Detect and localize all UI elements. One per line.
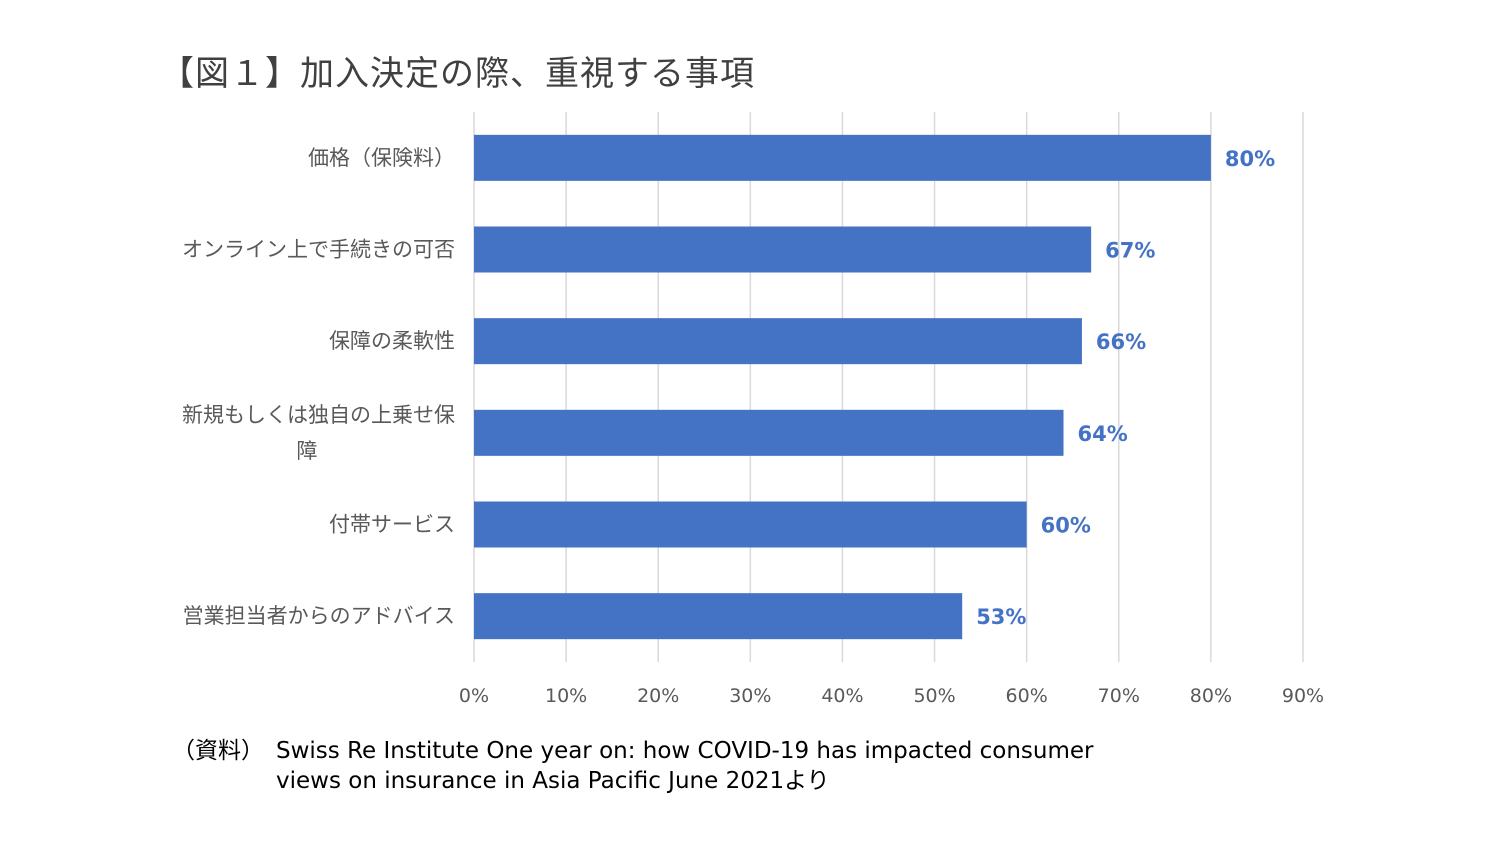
bars xyxy=(474,134,1211,640)
source-text: Swiss Re Institute One year on: how COVI… xyxy=(276,738,1094,794)
bar xyxy=(474,226,1092,273)
data-label: 53% xyxy=(976,605,1026,629)
category-label: オンライン上で手続きの可否 xyxy=(182,238,455,262)
category-label: 付帯サービス xyxy=(329,513,455,537)
bar xyxy=(474,134,1211,181)
x-tick-label: 10% xyxy=(545,685,587,707)
x-tick-label: 60% xyxy=(1006,685,1048,707)
bar xyxy=(474,593,963,640)
data-label: 67% xyxy=(1105,239,1155,263)
bar xyxy=(474,409,1064,456)
data-label: 64% xyxy=(1078,422,1128,446)
chart-title: 【図１】加入決定の際、重視する事項 xyxy=(160,54,755,94)
x-tick-label: 50% xyxy=(913,685,955,707)
category-label: 営業担当者からのアドバイス xyxy=(183,604,455,628)
category-label: 価格（保険料） xyxy=(308,146,455,170)
x-tick-label: 20% xyxy=(637,685,679,707)
x-tick-label: 90% xyxy=(1282,685,1324,707)
x-tick-labels: 0% 10% 20% 30% 40% 50% 60% 70% 80% 90% xyxy=(459,685,1324,707)
data-label: 60% xyxy=(1041,514,1091,538)
x-tick-label: 40% xyxy=(821,685,863,707)
category-label: 障 xyxy=(297,439,318,463)
x-tick-label: 70% xyxy=(1098,685,1140,707)
data-label: 66% xyxy=(1096,330,1146,354)
data-label: 80% xyxy=(1225,147,1275,171)
source-prefix: （資料） xyxy=(172,738,264,764)
bar xyxy=(474,318,1082,365)
x-tick-label: 30% xyxy=(729,685,771,707)
bar xyxy=(474,501,1027,548)
category-label: 保障の柔軟性 xyxy=(329,329,455,353)
x-tick-label: 0% xyxy=(459,685,489,707)
gridlines xyxy=(473,112,1304,662)
category-label: 新規もしくは独自の上乗せ保 xyxy=(182,403,455,427)
category-labels: 価格（保険料） オンライン上で手続きの可否保障の柔軟性新規もしくは独自の上乗せ保障… xyxy=(182,146,455,628)
data-labels: 80% 67% 66% 64% 60% 53% xyxy=(976,147,1275,629)
x-tick-label: 80% xyxy=(1190,685,1232,707)
